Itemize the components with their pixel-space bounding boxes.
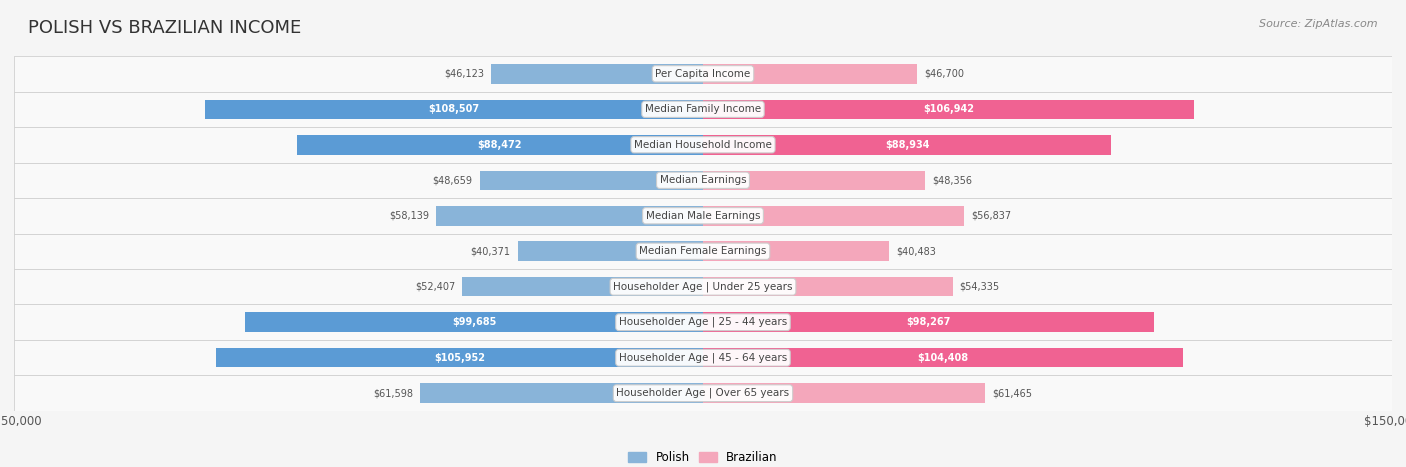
Bar [703,206,965,226]
Text: $40,371: $40,371 [471,246,510,256]
Text: $54,335: $54,335 [959,282,1000,292]
Text: $46,123: $46,123 [444,69,484,79]
Bar [205,99,703,119]
Text: Householder Age | Over 65 years: Householder Age | Over 65 years [616,388,790,398]
FancyBboxPatch shape [14,127,1392,163]
Bar [703,277,952,297]
FancyBboxPatch shape [14,304,1392,340]
Text: $99,685: $99,685 [451,317,496,327]
FancyBboxPatch shape [14,56,1392,92]
Bar [703,383,986,403]
FancyBboxPatch shape [14,163,1392,198]
Text: Median Household Income: Median Household Income [634,140,772,150]
Bar [517,241,703,261]
Text: $61,598: $61,598 [373,388,413,398]
Text: $88,934: $88,934 [884,140,929,150]
FancyBboxPatch shape [14,375,1392,411]
Text: $52,407: $52,407 [415,282,456,292]
Bar [703,99,1194,119]
FancyBboxPatch shape [14,234,1392,269]
FancyBboxPatch shape [14,56,1392,92]
Bar [217,348,703,368]
Text: POLISH VS BRAZILIAN INCOME: POLISH VS BRAZILIAN INCOME [28,19,301,37]
Text: $48,356: $48,356 [932,175,972,185]
Bar [703,170,925,190]
FancyBboxPatch shape [14,269,1392,304]
Bar [703,241,889,261]
Text: Householder Age | Under 25 years: Householder Age | Under 25 years [613,282,793,292]
Bar [491,64,703,84]
Bar [703,312,1154,332]
Legend: Polish, Brazilian: Polish, Brazilian [624,446,782,467]
FancyBboxPatch shape [14,269,1392,304]
Text: Median Female Earnings: Median Female Earnings [640,246,766,256]
Text: $106,942: $106,942 [924,104,974,114]
Bar [420,383,703,403]
Text: $108,507: $108,507 [429,104,479,114]
Text: Median Family Income: Median Family Income [645,104,761,114]
Text: $105,952: $105,952 [434,353,485,363]
Bar [245,312,703,332]
FancyBboxPatch shape [14,198,1392,234]
Bar [297,135,703,155]
Bar [463,277,703,297]
Text: $104,408: $104,408 [917,353,969,363]
FancyBboxPatch shape [14,92,1392,127]
Bar [703,64,918,84]
Bar [703,135,1112,155]
Text: Median Male Earnings: Median Male Earnings [645,211,761,221]
FancyBboxPatch shape [14,127,1392,163]
Text: Householder Age | 45 - 64 years: Householder Age | 45 - 64 years [619,353,787,363]
Text: $48,659: $48,659 [433,175,472,185]
FancyBboxPatch shape [14,234,1392,269]
Text: $61,465: $61,465 [993,388,1032,398]
Text: $40,483: $40,483 [896,246,936,256]
Text: Per Capita Income: Per Capita Income [655,69,751,79]
FancyBboxPatch shape [14,92,1392,127]
Bar [479,170,703,190]
FancyBboxPatch shape [14,340,1392,375]
Text: Median Earnings: Median Earnings [659,175,747,185]
Text: $46,700: $46,700 [924,69,965,79]
Text: $88,472: $88,472 [478,140,522,150]
Bar [703,348,1182,368]
FancyBboxPatch shape [14,375,1392,411]
FancyBboxPatch shape [14,163,1392,198]
Text: Householder Age | 25 - 44 years: Householder Age | 25 - 44 years [619,317,787,327]
Text: $98,267: $98,267 [907,317,950,327]
Text: Source: ZipAtlas.com: Source: ZipAtlas.com [1260,19,1378,28]
Bar [436,206,703,226]
FancyBboxPatch shape [14,198,1392,234]
Text: $58,139: $58,139 [389,211,429,221]
FancyBboxPatch shape [14,340,1392,375]
Text: $56,837: $56,837 [972,211,1011,221]
FancyBboxPatch shape [14,304,1392,340]
